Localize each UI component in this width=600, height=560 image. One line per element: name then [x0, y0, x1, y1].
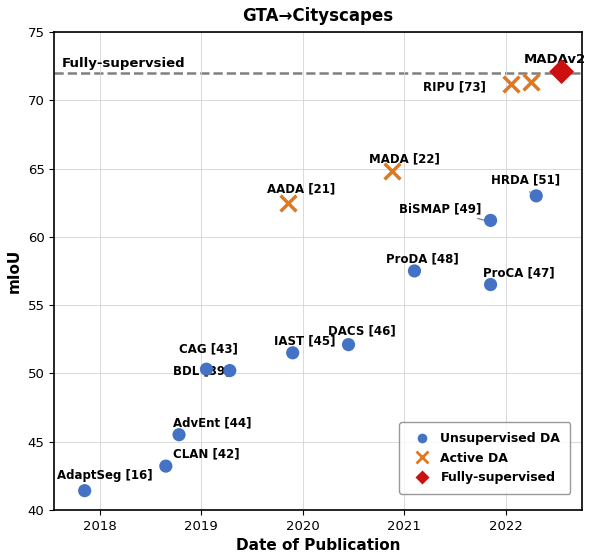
Y-axis label: mIoU: mIoU [7, 249, 22, 293]
Text: ProCA [47]: ProCA [47] [484, 266, 555, 279]
Text: MADA [22]: MADA [22] [369, 153, 440, 166]
Text: RIPU [73]: RIPU [73] [422, 81, 485, 94]
Title: GTA→Cityscapes: GTA→Cityscapes [242, 7, 394, 25]
Text: MADAv2: MADAv2 [524, 53, 586, 72]
Point [506, 80, 515, 88]
Point [344, 340, 353, 349]
Point [557, 67, 566, 76]
Point [388, 167, 397, 176]
Point [288, 348, 298, 357]
Text: HRDA [51]: HRDA [51] [491, 173, 560, 193]
X-axis label: Date of Publication: Date of Publication [236, 538, 400, 553]
Point [283, 198, 292, 207]
Point [532, 192, 541, 200]
Point [526, 77, 536, 86]
Point [410, 267, 419, 276]
Point [486, 280, 496, 289]
Point [225, 366, 235, 375]
Text: IAST [45]: IAST [45] [274, 334, 336, 347]
Text: BiSMAP [49]: BiSMAP [49] [399, 202, 485, 221]
Text: AdvEnt [44]: AdvEnt [44] [173, 416, 251, 430]
Text: CAG [43]: CAG [43] [179, 343, 238, 356]
Point [80, 486, 89, 495]
Text: AADA [21]: AADA [21] [268, 183, 335, 196]
Point [202, 365, 211, 374]
Text: DACS [46]: DACS [46] [328, 325, 396, 338]
Text: CLAN [42]: CLAN [42] [173, 447, 239, 461]
Legend: Unsupervised DA, Active DA, Fully-supervised: Unsupervised DA, Active DA, Fully-superv… [399, 422, 571, 494]
Text: AdaptSeg [16]: AdaptSeg [16] [57, 469, 153, 483]
Point [161, 461, 170, 470]
Text: BDL [39]: BDL [39] [173, 365, 230, 377]
Text: ProDA [48]: ProDA [48] [386, 253, 459, 265]
Point [174, 430, 184, 439]
Point [486, 216, 496, 225]
Text: Fully-supervsied: Fully-supervsied [61, 57, 185, 69]
